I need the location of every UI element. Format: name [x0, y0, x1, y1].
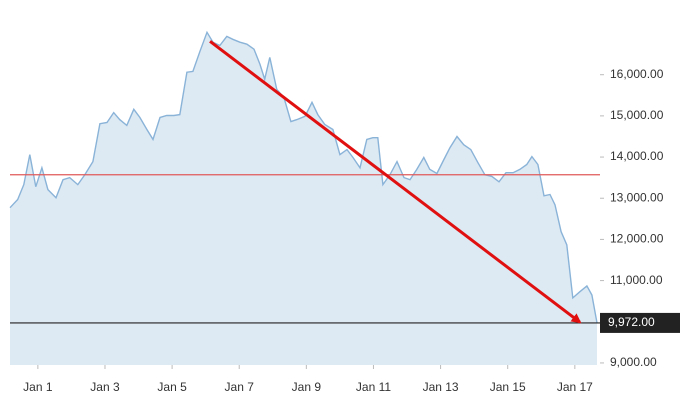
last-value-box [600, 312, 680, 333]
x-tick-label: Jan 17 [557, 380, 593, 394]
y-tick-label: 13,000.00 [610, 190, 664, 204]
y-tick-label: 12,000.00 [610, 232, 664, 246]
y-tick-label: 9,000.00 [610, 355, 657, 369]
y-tick-label: 15,000.00 [610, 108, 664, 122]
x-tick-label: Jan 5 [157, 380, 187, 394]
x-tick-label: Jan 1 [23, 380, 53, 394]
y-tick-label: 16,000.00 [610, 67, 664, 81]
x-tick-label: Jan 15 [490, 380, 526, 394]
x-tick-label: Jan 9 [292, 380, 322, 394]
x-tick-label: Jan 11 [356, 380, 391, 394]
y-tick-label: 11,000.00 [610, 273, 663, 287]
y-tick-label: 14,000.00 [610, 149, 664, 163]
x-tick-label: Jan 3 [90, 380, 120, 394]
last-value-label: 9,972.00 [608, 315, 655, 329]
trend-arrow [209, 40, 582, 324]
price-line [9, 30, 598, 324]
x-tick-label: Jan 13 [423, 380, 459, 394]
area-fill [10, 32, 597, 366]
x-tick-label: Jan 7 [225, 380, 255, 394]
